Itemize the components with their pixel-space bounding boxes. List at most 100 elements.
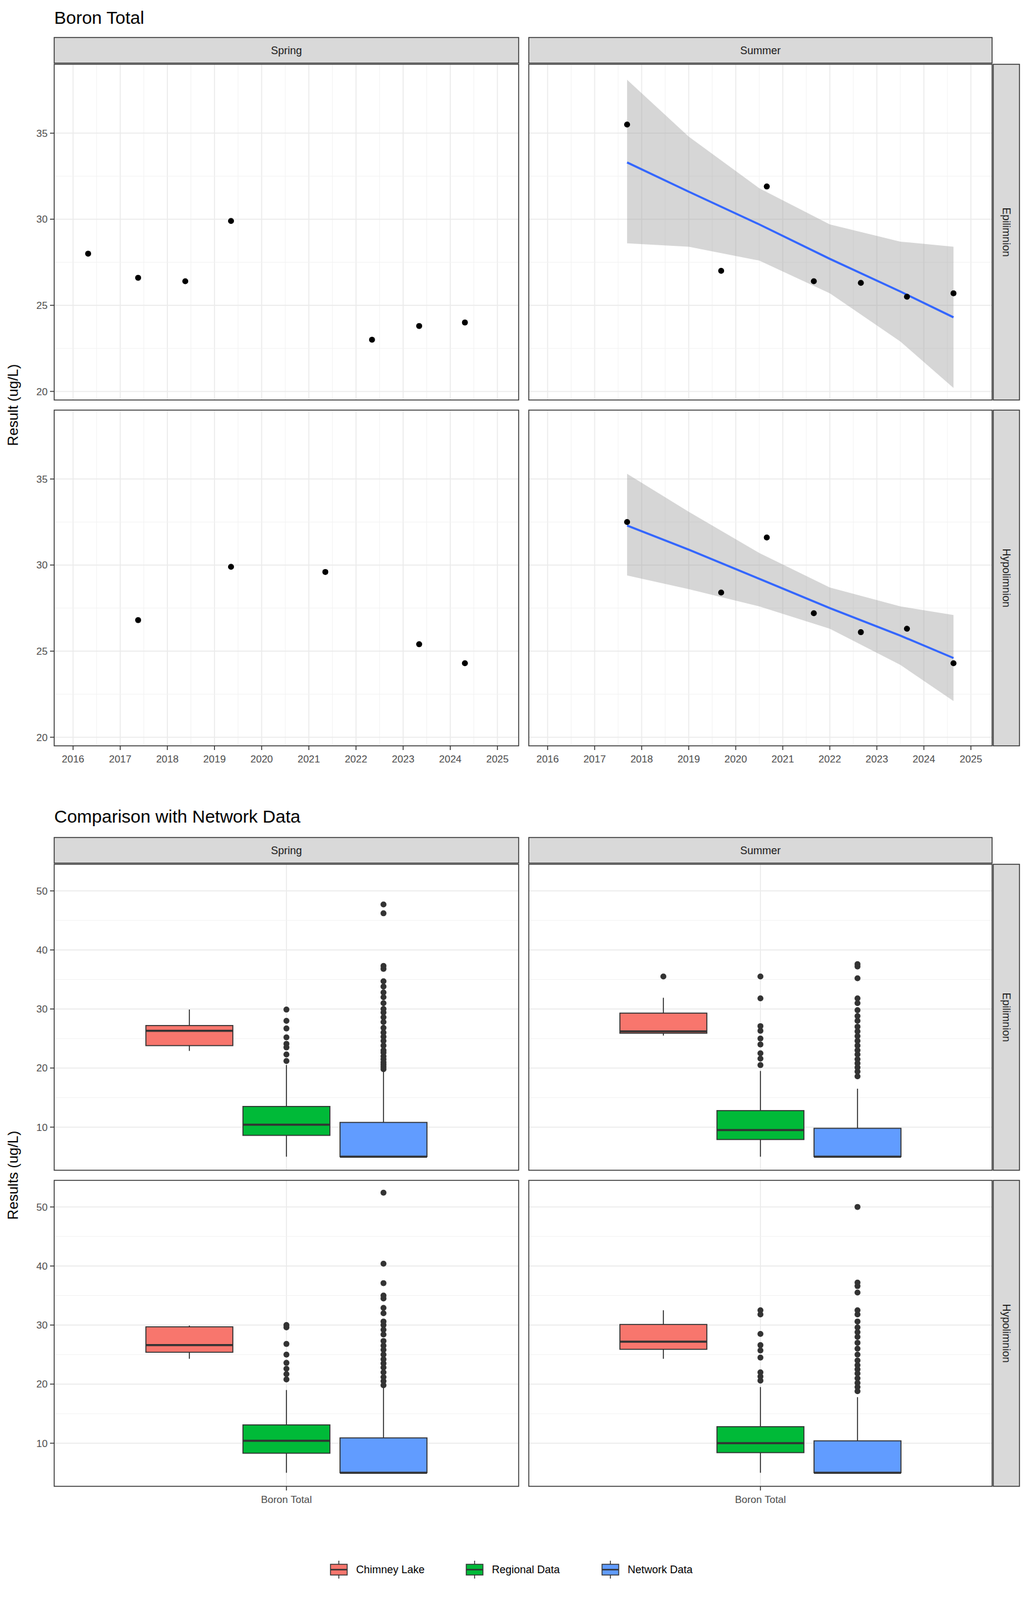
minor-grid: [528, 1236, 993, 1238]
box: [340, 1123, 427, 1158]
whisker-high: [382, 1388, 385, 1439]
grid-line: [54, 949, 519, 951]
legend-key-box: [602, 1564, 619, 1576]
box: [716, 1427, 804, 1454]
outlier: [380, 1292, 387, 1299]
tick: [449, 746, 451, 751]
grid-line: [166, 64, 168, 401]
tick-label: 2023: [865, 753, 889, 766]
minor-grid: [143, 64, 145, 401]
box: [242, 1107, 330, 1137]
tick: [759, 1486, 762, 1492]
tick: [50, 650, 55, 653]
outlier: [757, 1342, 764, 1349]
box: [716, 1111, 804, 1141]
grid-line: [528, 1443, 993, 1445]
tick-label: 2019: [677, 753, 701, 766]
outlier: [380, 989, 387, 996]
outlier: [854, 1290, 861, 1297]
point: [718, 267, 725, 274]
y-axis-title: Results (ug/L): [4, 1131, 21, 1221]
outlier: [854, 1324, 861, 1331]
strip: [993, 864, 1020, 1171]
strip: [993, 64, 1020, 401]
point: [718, 590, 725, 597]
grid-line: [528, 132, 993, 134]
tick-label: 30: [36, 1003, 48, 1016]
tick-label: 10: [36, 1438, 48, 1451]
panel-background: [528, 410, 993, 747]
outlier: [283, 1058, 290, 1065]
minor-grid: [54, 1295, 519, 1297]
minor-grid: [54, 694, 519, 695]
strip-label: Hypolimnion: [1000, 548, 1013, 608]
legend-key-median: [330, 1569, 348, 1572]
tick: [50, 890, 55, 893]
strip-label: Epilimnion: [1000, 207, 1013, 257]
median: [716, 1129, 804, 1133]
point: [624, 121, 631, 128]
grid-line: [547, 410, 549, 747]
minor-grid: [190, 410, 192, 747]
whisker-high: [285, 1065, 288, 1107]
tick-label: 25: [36, 646, 48, 658]
outlier: [283, 1034, 290, 1041]
whisker-low: [285, 1135, 288, 1158]
tick: [50, 565, 55, 567]
outlier: [854, 961, 861, 968]
panel-border: [528, 864, 993, 1171]
outlier: [757, 974, 764, 981]
grid-line: [923, 410, 925, 747]
minor-grid: [528, 522, 993, 523]
median: [814, 1472, 901, 1475]
tick-label: 2016: [61, 753, 85, 766]
outlier: [854, 1007, 861, 1014]
box: [340, 1438, 427, 1474]
minor-grid: [237, 410, 239, 747]
whisker-low: [285, 1453, 288, 1474]
grid-line: [594, 410, 596, 747]
outlier: [380, 1006, 387, 1013]
outlier: [380, 978, 387, 985]
legend-key-box: [330, 1564, 348, 1576]
median: [145, 1344, 233, 1347]
grid-line: [528, 1266, 993, 1268]
box: [145, 1327, 233, 1353]
minor-grid: [426, 410, 427, 747]
tick: [970, 746, 972, 751]
outlier: [757, 1042, 764, 1049]
grid-line: [166, 410, 168, 747]
grid-line: [213, 64, 215, 401]
outlier: [283, 1371, 290, 1378]
outlier: [380, 1310, 387, 1317]
panel-border: [54, 64, 519, 401]
tick: [72, 746, 74, 751]
minor-grid: [96, 410, 98, 747]
legend-label: Regional Data: [491, 1564, 561, 1577]
grid-line: [497, 64, 499, 401]
minor-grid: [332, 64, 333, 401]
grid-line: [449, 64, 451, 401]
legend-key-median: [602, 1569, 619, 1572]
grid-line: [449, 410, 451, 747]
tick: [50, 1008, 55, 1010]
tick-label: 2018: [156, 753, 179, 766]
outlier: [854, 1204, 861, 1211]
tick: [50, 1266, 55, 1268]
point: [858, 279, 865, 286]
whisker-high: [759, 1387, 762, 1427]
outlier: [854, 1340, 861, 1347]
minor-grid: [379, 410, 380, 747]
minor-grid: [618, 410, 619, 747]
grid-line: [547, 64, 549, 401]
outlier: [757, 1348, 764, 1355]
outlier: [854, 976, 861, 982]
panel-border: [54, 1180, 519, 1487]
point: [811, 610, 818, 617]
minor-grid: [54, 979, 519, 981]
median: [619, 1030, 707, 1034]
tick: [402, 746, 404, 751]
grid-line: [54, 650, 519, 653]
plot-area: [619, 1204, 901, 1474]
grid-line: [528, 1008, 993, 1010]
